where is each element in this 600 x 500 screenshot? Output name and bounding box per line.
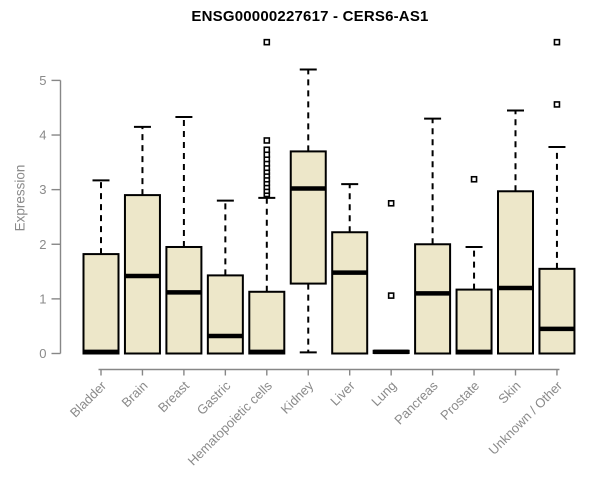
x-tick-label-brain: Brain <box>118 378 150 410</box>
y-tick-label: 2 <box>39 237 46 252</box>
x-tick-label-liver: Liver <box>327 378 358 409</box>
box-gastric <box>206 274 244 355</box>
outlier-point <box>387 292 395 299</box>
y-tick-label: 0 <box>39 346 46 361</box>
boxplot-group-bladder <box>82 179 120 355</box>
box-prostate <box>455 288 493 355</box>
boxplot-group-kidney <box>289 68 327 354</box>
x-tick-label-skin: Skin <box>495 378 523 406</box>
boxplot-group-gastric <box>206 199 244 355</box>
boxplot-group-hematopoietic-cells <box>248 38 286 355</box>
outlier-point <box>387 199 395 207</box>
box-kidney <box>289 150 327 285</box>
y-tick-label: 1 <box>39 291 46 306</box>
x-tick-label-pancreas: Pancreas <box>391 378 441 428</box>
chart-title: ENSG00000227617 - CERS6-AS1 <box>191 8 429 25</box>
y-tick-label: 4 <box>39 128 46 143</box>
outlier-point <box>263 146 271 154</box>
box-hematopoietic-cells <box>248 290 286 355</box>
x-tick-label-lung: Lung <box>368 378 399 409</box>
box-unknown-other <box>538 267 576 355</box>
x-tick-label-bladder: Bladder <box>67 378 110 421</box>
boxplot-group-brain <box>123 125 161 355</box>
y-tick-label: 5 <box>39 73 46 88</box>
x-tick-label-unknown-other: Unknown / Other <box>485 378 565 458</box>
outlier-point <box>553 101 561 108</box>
boxplot-group-liver <box>331 183 369 355</box>
y-tick-label: 3 <box>39 182 46 197</box>
box-pancreas <box>414 243 452 355</box>
boxplot-group-breast <box>165 115 203 355</box>
x-tick-label-gastric: Gastric <box>194 378 234 418</box>
boxplot-group-pancreas <box>414 117 452 355</box>
boxplot-group-prostate <box>455 175 493 355</box>
outlier-point <box>470 175 478 183</box>
x-tick-label-breast: Breast <box>155 378 192 415</box>
box-skin <box>497 190 534 355</box>
x-tick-label-kidney: Kidney <box>278 378 317 417</box>
box-liver <box>331 231 369 355</box>
outlier-point <box>263 137 271 144</box>
boxplot-group-lung <box>372 199 410 355</box>
boxplot-group-skin <box>497 109 534 355</box>
box-breast <box>165 245 203 355</box>
outlier-point <box>553 38 561 46</box>
x-tick-label-prostate: Prostate <box>437 378 482 423</box>
outlier-point <box>263 38 271 46</box>
y-axis: 0 1 2 3 4 5 <box>39 73 62 361</box>
box-bladder <box>82 253 120 355</box>
boxplot-group-unknown-other <box>538 38 576 355</box>
